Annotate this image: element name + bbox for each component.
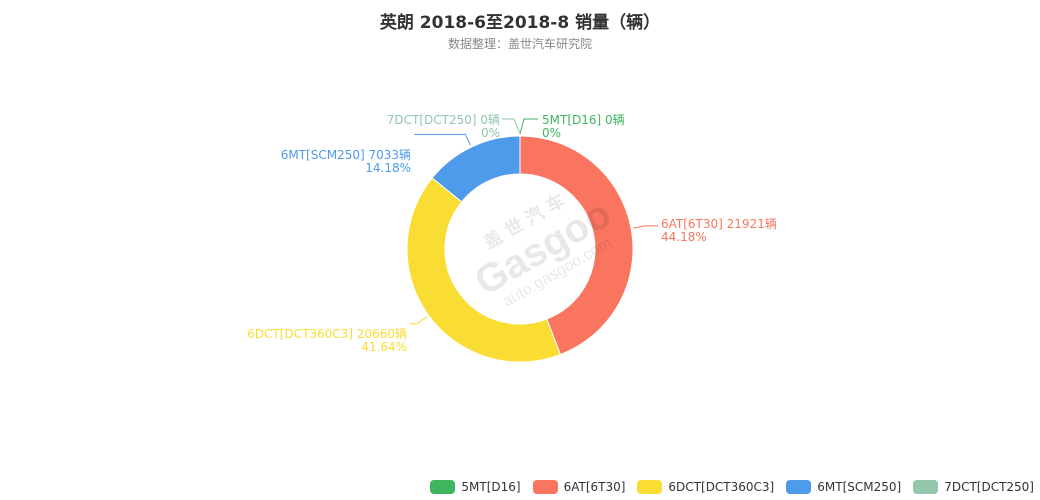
- legend-label: 6DCT[DCT360C3]: [668, 480, 775, 494]
- slice-percent-6MT[SCM250]: 14.18%: [365, 161, 411, 175]
- slice-6DCT[DCT360C3][interactable]: [406, 177, 562, 363]
- slice-label-7DCT[DCT250]: 7DCT[DCT250] 0辆: [387, 113, 500, 127]
- legend-item-6DCT[DCT360C3][interactable]: 6DCT[DCT360C3]: [637, 480, 774, 494]
- legend-swatch: [913, 480, 939, 494]
- label-line-6MT[SCM250]: [414, 133, 471, 146]
- label-line-6AT[6T30]: [632, 225, 658, 229]
- legend-swatch: [532, 480, 558, 494]
- slice-label-6DCT[DCT360C3]: 6DCT[DCT360C3] 20660辆: [247, 327, 407, 341]
- legend-item-6MT[SCM250][interactable]: 6MT[SCM250]: [786, 480, 901, 494]
- legend-swatch: [637, 480, 663, 494]
- legend-label: 5MT[D16]: [461, 480, 521, 494]
- legend-item-7DCT[DCT250][interactable]: 7DCT[DCT250]: [913, 480, 1034, 494]
- legend-label: 6AT[6T30]: [563, 480, 626, 494]
- slice-percent-7DCT[DCT250]: 0%: [481, 126, 500, 140]
- label-line-5MT[D16]: [519, 118, 538, 135]
- legend-swatch: [786, 480, 812, 494]
- slice-label-6MT[SCM250]: 6MT[SCM250] 7033辆: [281, 148, 411, 162]
- slice-percent-6DCT[DCT360C3]: 41.64%: [361, 340, 407, 354]
- legend-item-5MT[D16][interactable]: 5MT[D16]: [430, 480, 521, 494]
- slice-6AT[6T30][interactable]: [519, 135, 634, 356]
- chart-title: 英朗 2018-6至2018-8 销量（辆）: [379, 13, 661, 33]
- slice-percent-5MT[D16]: 0%: [542, 126, 561, 140]
- slice-label-5MT[D16]: 5MT[D16] 0辆: [542, 113, 625, 127]
- chart-legend: 5MT[D16] 6AT[6T30] 6DCT[DCT360C3] 6MT[SCM25…: [430, 480, 1034, 494]
- label-line-6DCT[DCT360C3]: [410, 316, 428, 325]
- legend-swatch: [430, 480, 456, 494]
- chart-subtitle: 数据整理：盖世汽车研究院: [447, 37, 592, 51]
- legend-label: 7DCT[DCT250]: [944, 480, 1034, 494]
- label-line-7DCT[DCT250]: [502, 118, 521, 135]
- legend-item-6AT[6T30][interactable]: 6AT[6T30]: [532, 480, 626, 494]
- slice-percent-6AT[6T30]: 44.18%: [661, 230, 707, 244]
- slice-label-6AT[6T30]: 6AT[6T30] 21921辆: [661, 217, 777, 231]
- legend-label: 6MT[SCM250]: [817, 480, 902, 494]
- slice-6MT[SCM250][interactable]: [431, 135, 521, 203]
